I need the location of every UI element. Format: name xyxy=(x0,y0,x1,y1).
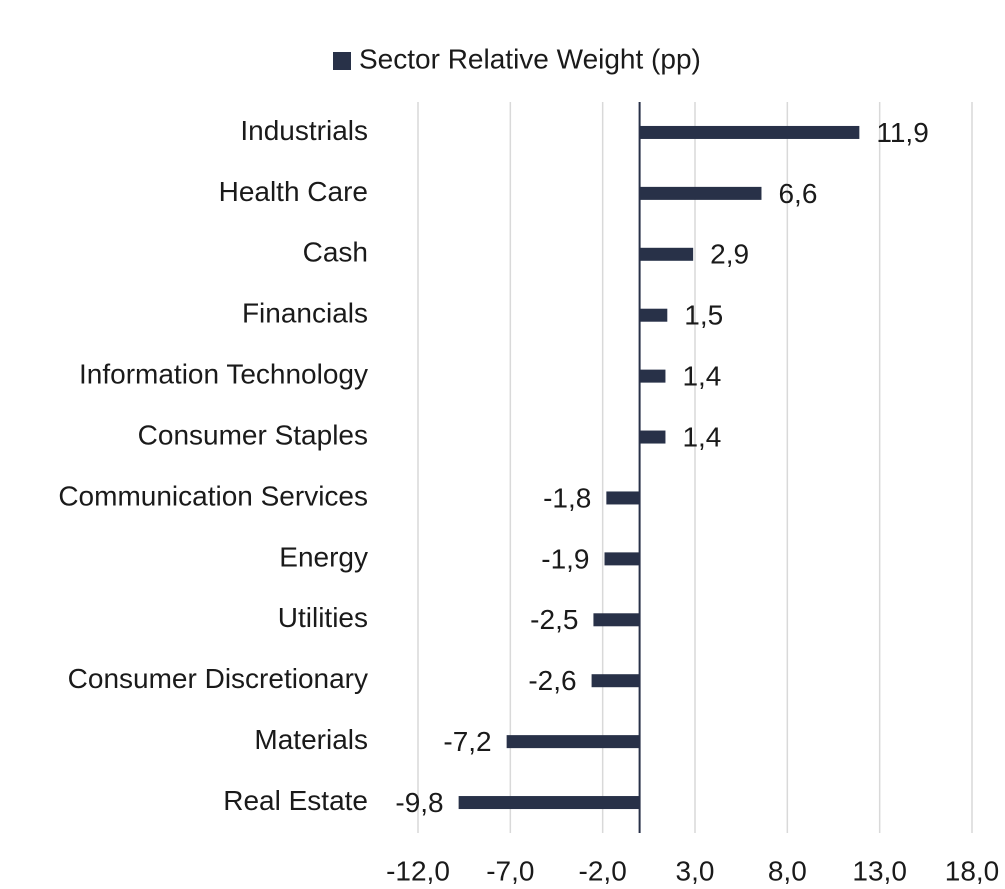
value-label: -1,8 xyxy=(543,482,591,513)
y-tick-label: Communication Services xyxy=(58,480,368,511)
y-tick-label: Information Technology xyxy=(79,359,368,390)
y-tick-label: Consumer Discretionary xyxy=(68,663,368,694)
bar xyxy=(639,186,762,200)
x-tick-label: 13,0 xyxy=(852,855,907,886)
legend-swatch xyxy=(333,52,351,70)
x-tick-label: 18,0 xyxy=(945,855,1000,886)
value-label: -2,5 xyxy=(530,604,578,635)
value-label: 11,9 xyxy=(876,117,928,148)
x-tick-label: -2,0 xyxy=(579,855,627,886)
bar xyxy=(593,613,640,627)
bar xyxy=(506,735,640,749)
x-tick-label: 8,0 xyxy=(768,855,807,886)
bar xyxy=(606,491,640,505)
y-tick-label: Materials xyxy=(254,724,368,755)
bar xyxy=(639,369,666,383)
y-tick-label: Utilities xyxy=(278,602,368,633)
y-tick-label: Health Care xyxy=(219,176,368,207)
bar xyxy=(604,552,640,566)
value-label: 2,9 xyxy=(710,239,749,270)
x-tick-label: -7,0 xyxy=(486,855,534,886)
y-tick-label: Financials xyxy=(242,298,368,329)
bar xyxy=(639,125,860,139)
bar xyxy=(458,796,640,810)
value-label: -1,9 xyxy=(541,543,589,574)
y-tick-label: Cash xyxy=(303,237,368,268)
bar xyxy=(639,430,666,444)
value-label: -2,6 xyxy=(528,665,576,696)
bar xyxy=(639,308,668,322)
bar xyxy=(591,674,640,688)
value-label: -9,8 xyxy=(395,787,443,818)
value-label: 1,4 xyxy=(682,361,721,392)
value-label: -7,2 xyxy=(443,726,491,757)
y-tick-label: Real Estate xyxy=(223,785,368,816)
legend-label: Sector Relative Weight (pp) xyxy=(359,43,701,74)
value-label: 1,5 xyxy=(684,300,723,331)
value-label: 6,6 xyxy=(778,178,817,209)
y-tick-label: Energy xyxy=(279,541,368,572)
bar xyxy=(639,247,694,261)
x-tick-label: 3,0 xyxy=(676,855,715,886)
value-label: 1,4 xyxy=(682,421,721,452)
x-tick-label: -12,0 xyxy=(386,855,450,886)
y-tick-label: Consumer Staples xyxy=(138,419,368,450)
y-tick-label: Industrials xyxy=(240,115,368,146)
